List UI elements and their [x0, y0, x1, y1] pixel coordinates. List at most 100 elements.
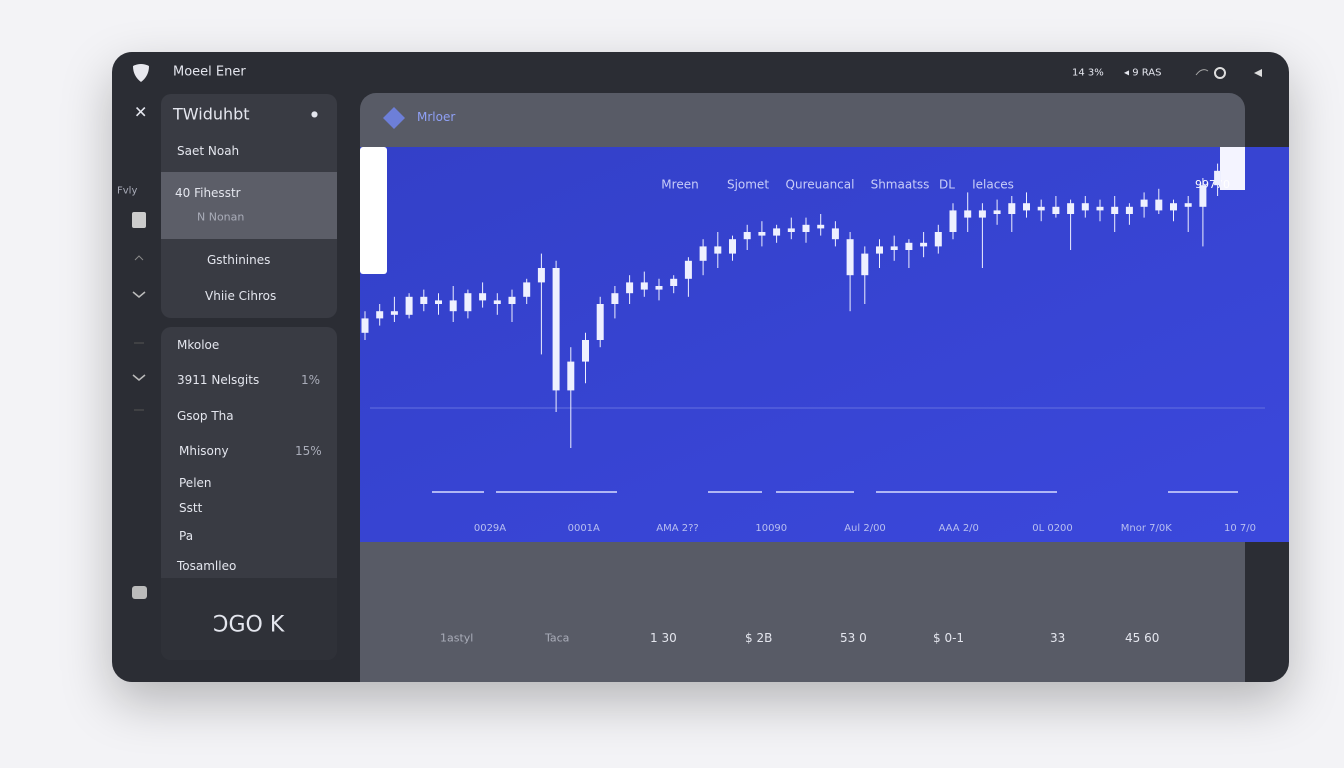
stats-panel: Mkoloe 3911 Nelsgits 1% Gsop Tha Mhisony… — [161, 327, 337, 660]
rail-icons — [132, 212, 146, 411]
logo — [133, 64, 149, 82]
panel-footer — [161, 578, 337, 660]
candle-body — [861, 253, 869, 276]
candle-body — [1008, 203, 1016, 214]
candle-body — [640, 282, 648, 290]
candle-body — [537, 268, 545, 283]
candle-body — [949, 210, 957, 232]
candle-body — [1199, 185, 1207, 207]
candle-body — [714, 246, 722, 254]
candle-body — [552, 268, 560, 391]
bottom-stat: $ 0-1 — [933, 631, 965, 645]
close-button[interactable]: ✕ — [134, 102, 148, 122]
candle-body — [567, 361, 575, 391]
legend-entry: DL — [939, 178, 955, 192]
stat-label: Tosamlleo — [177, 559, 237, 573]
x-tick-label: AAA 2/0 — [939, 523, 979, 534]
x-tick-label: 0029A — [474, 523, 506, 534]
candle-body — [817, 224, 825, 229]
candle-body — [670, 278, 678, 286]
stat-value: 1% — [301, 373, 321, 387]
stat-label: Mhisony — [179, 444, 229, 458]
stat-label: Sstt — [179, 501, 203, 515]
candle-body — [934, 232, 942, 247]
candle-body — [611, 293, 619, 304]
status: ◂ 9 RAS — [1124, 67, 1162, 79]
x-tick-label: 10 7/0 — [1224, 523, 1256, 534]
candle-body — [1023, 203, 1030, 211]
candle-body — [758, 232, 766, 236]
candle-body — [1111, 206, 1119, 214]
app-window: Moeel Ener 14 3% ◂ 9 RAS ✕ Fvly TWiduhbt… — [112, 52, 1289, 682]
chart-background — [360, 147, 1289, 542]
candle-body — [582, 340, 589, 362]
stat-label: Gsop Tha — [177, 409, 234, 423]
candle-body — [831, 228, 839, 240]
candle-body — [802, 224, 810, 232]
candlestick-chart: Mreen Sjomet Qureuancal Shmaatss DL Ielaces 99… — [360, 147, 1289, 542]
candle-body — [1184, 203, 1192, 207]
candle-body — [1170, 203, 1177, 211]
candle-body — [420, 296, 428, 304]
menu-item[interactable]: Gsthinines — [207, 253, 271, 267]
stat-label: 3911 Nelsgits — [177, 373, 260, 387]
candle-body — [1140, 199, 1148, 207]
x-tick-label: Mnor 7/0K — [1121, 523, 1172, 534]
candle-body — [787, 228, 795, 232]
candle-body — [978, 210, 986, 218]
candle-body — [773, 228, 781, 236]
candle-body — [964, 210, 972, 218]
bottom-stat: 1 30 — [650, 631, 677, 645]
legend-entry: Sjomet — [727, 178, 769, 192]
candle-body — [479, 293, 487, 301]
candle-body — [596, 304, 604, 340]
rail-icon — [132, 586, 147, 599]
candle-body — [493, 300, 501, 304]
candle-body — [361, 318, 369, 333]
legend-entry: Ielaces — [972, 178, 1014, 192]
candle-body — [1096, 206, 1104, 211]
candle-body — [1214, 170, 1222, 186]
bottom-stat: 53 0 — [840, 631, 867, 645]
rail-label: Fvly — [117, 185, 138, 197]
bottom-stat: 33 — [1050, 631, 1066, 645]
menu-item[interactable]: Vhiie Cihros — [205, 289, 277, 303]
candle-body — [376, 311, 384, 319]
sidebar: TWiduhbt ● Saet Noah 40 Fihesstr N Nonan… — [161, 94, 337, 318]
candle-body — [655, 286, 663, 290]
selected-row[interactable] — [161, 172, 337, 239]
window-icons — [1195, 67, 1262, 79]
x-tick-label: AMA 2?? — [656, 523, 698, 534]
candle-body — [508, 296, 516, 304]
bottom-stat: 1astyl — [440, 631, 474, 645]
bottom-stat: 45 60 — [1125, 631, 1160, 645]
dot: ● — [311, 109, 318, 119]
status: 9 RAS — [1132, 67, 1162, 79]
candle-body — [449, 300, 457, 312]
candle-body — [390, 311, 398, 315]
x-tick-label: 10090 — [755, 523, 787, 534]
bottom-stat: $ 2B — [745, 631, 773, 645]
status: 14 3% — [1072, 67, 1104, 79]
candle-body — [699, 246, 707, 261]
x-tick-label: 0001A — [568, 523, 600, 534]
candle-body — [684, 260, 692, 279]
menu-item[interactable]: 40 Fihesstr — [175, 186, 241, 200]
stat-value: 15% — [295, 444, 322, 458]
candle-body — [1155, 199, 1163, 211]
candle-body — [920, 242, 928, 247]
candle-body — [405, 296, 413, 315]
main-title: Mrloer — [417, 110, 456, 124]
candle-body — [435, 300, 442, 304]
sidebar-title: TWiduhbt — [173, 104, 250, 124]
candle-body — [523, 282, 531, 297]
candle-body — [876, 246, 883, 254]
stat-label: Mkoloe — [177, 338, 220, 352]
candle-body — [890, 246, 898, 250]
bottom-stat: Taca — [545, 631, 570, 645]
legend-entry: Qureuancal — [786, 178, 855, 192]
menu-subitem: N Nonan — [197, 210, 245, 224]
candle-body — [743, 232, 751, 240]
candle-body — [993, 210, 1001, 214]
menu-item[interactable]: Saet Noah — [177, 144, 240, 158]
